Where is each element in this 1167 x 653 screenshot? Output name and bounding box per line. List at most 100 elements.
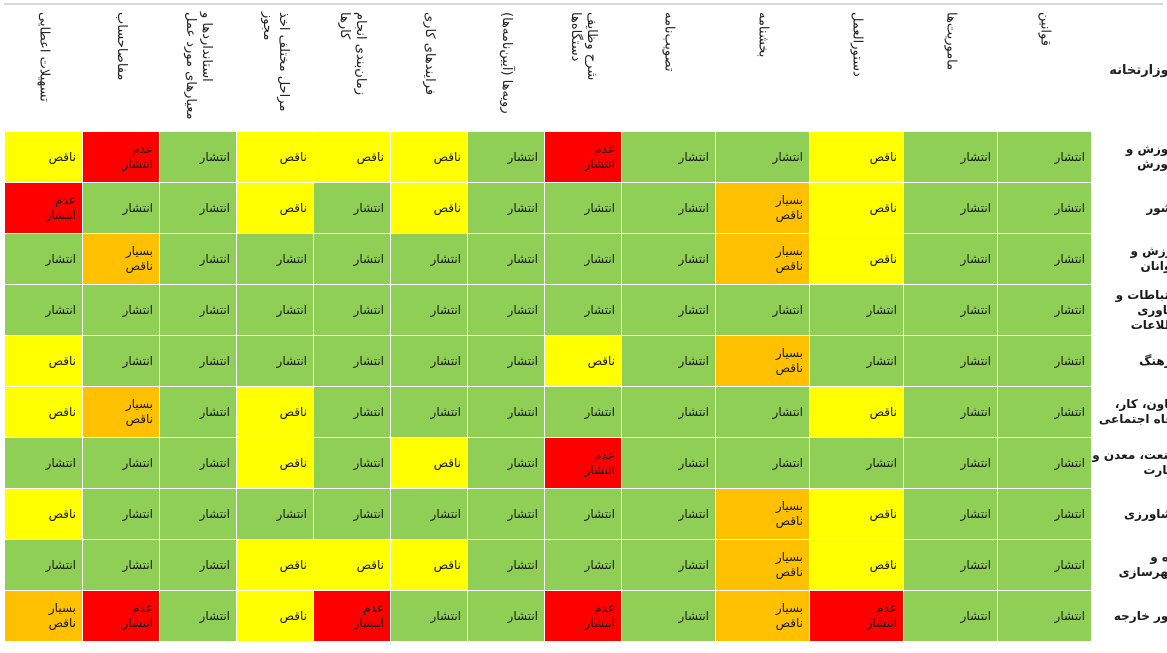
status-label: انتشار — [678, 455, 709, 470]
column-header: رویه‌ها (آیین‌نامه‌ها) — [467, 8, 545, 132]
status-label: ناقص — [279, 149, 307, 164]
status-label: بسیار ناقص — [775, 601, 803, 630]
status-cell: انتشار — [82, 488, 160, 540]
status-cell: انتشار — [159, 182, 237, 234]
status-cell: ناقص — [809, 182, 904, 234]
status-label: انتشار — [960, 302, 991, 317]
status-label: انتشار — [353, 200, 384, 215]
status-label: انتشار — [1054, 455, 1085, 470]
status-cell: انتشار — [82, 182, 160, 234]
status-label: انتشار — [45, 302, 76, 317]
status-label: انتشار — [276, 251, 307, 266]
status-cell: ناقص — [236, 590, 314, 642]
status-label: انتشار — [199, 149, 230, 164]
status-cell: انتشار — [903, 488, 998, 540]
status-cell: انتشار — [313, 284, 391, 336]
status-cell: انتشار — [997, 386, 1092, 438]
status-cell: انتشار — [467, 284, 545, 336]
status-label: بسیار ناقص — [125, 397, 153, 426]
status-cell: انتشار — [390, 284, 468, 336]
status-label: انتشار — [199, 608, 230, 623]
status-cell: انتشار — [903, 590, 998, 642]
status-label: انتشار — [507, 506, 538, 521]
column-header-label: زمان‌بندی انجام کارها — [337, 12, 368, 96]
status-cell: عدم انتشار — [809, 590, 904, 642]
status-cell: انتشار — [159, 590, 237, 642]
status-cell: انتشار — [236, 488, 314, 540]
status-label: انتشار — [960, 455, 991, 470]
status-label: ناقص — [869, 506, 897, 521]
column-header-label: فرایندهای کاری — [422, 12, 437, 96]
column-header-label: استانداردها و معیارهای مورد عمل — [183, 12, 214, 120]
status-cell: انتشار — [467, 182, 545, 234]
publication-status-table: وزارتخانه قوانین ماموریت‌ها دستورالعمل بخشن… — [4, 8, 1167, 642]
status-cell: انتشار — [159, 131, 237, 183]
status-label: انتشار — [353, 404, 384, 419]
status-cell: ناقص — [236, 539, 314, 591]
status-cell: ناقص — [236, 437, 314, 489]
status-label: انتشار — [507, 455, 538, 470]
status-cell: انتشار — [903, 131, 998, 183]
status-label: انتشار — [678, 302, 709, 317]
status-cell: انتشار — [997, 488, 1092, 540]
status-cell: انتشار — [467, 539, 545, 591]
status-label: انتشار — [45, 455, 76, 470]
column-header-label: ماموریت‌ها — [943, 12, 959, 71]
status-cell: انتشار — [544, 182, 622, 234]
status-label: انتشار — [199, 251, 230, 266]
status-label: انتشار — [678, 149, 709, 164]
status-cell: انتشار — [544, 386, 622, 438]
ministry-name: تعاون، کار، رفاه اجتماعی — [1091, 386, 1167, 438]
column-header: زمان‌بندی انجام کارها — [313, 8, 391, 132]
ministry-name: امور خارجه — [1091, 590, 1167, 642]
status-cell: انتشار — [467, 233, 545, 285]
status-cell: انتشار — [159, 539, 237, 591]
table-row: آموزش و پرورش انتشار انتشار ناقص انتشار انتشا… — [4, 131, 1167, 183]
status-label: انتشار — [276, 353, 307, 368]
column-header-label: دستورالعمل — [849, 12, 865, 77]
ministry-name: صنعت، معدن و تجارت — [1091, 437, 1167, 489]
status-cell: انتشار — [903, 437, 998, 489]
status-label: ناقص — [587, 353, 615, 368]
status-cell: انتشار — [809, 335, 904, 387]
status-label: بسیار ناقص — [775, 244, 803, 273]
status-cell: انتشار — [82, 539, 160, 591]
column-header-label: مراحل مختلف اخذ مجوز — [260, 12, 291, 112]
status-label: انتشار — [584, 506, 615, 521]
status-cell: انتشار — [236, 233, 314, 285]
status-label: انتشار — [1054, 251, 1085, 266]
status-label: انتشار — [430, 353, 461, 368]
status-label: عدم انتشار — [122, 601, 153, 630]
status-cell: انتشار — [467, 335, 545, 387]
status-cell: انتشار — [621, 386, 716, 438]
status-label: انتشار — [199, 506, 230, 521]
status-label: انتشار — [960, 404, 991, 419]
status-cell: انتشار — [467, 131, 545, 183]
status-table-container: وزارتخانه قوانین ماموریت‌ها دستورالعمل بخشن… — [4, 8, 1167, 653]
status-cell: انتشار — [544, 488, 622, 540]
status-cell: انتشار — [809, 437, 904, 489]
table-row: تعاون، کار، رفاه اجتماعی انتشار انتشار ناقص… — [4, 386, 1167, 438]
column-header: استانداردها و معیارهای مورد عمل — [159, 8, 237, 132]
status-label: ناقص — [48, 506, 76, 521]
table-row: صنعت، معدن و تجارت انتشار انتشار انتشار انتش… — [4, 437, 1167, 489]
status-label: انتشار — [678, 608, 709, 623]
status-label: انتشار — [960, 200, 991, 215]
column-header-label: شرح وظایف دستگاه‌ها — [568, 12, 599, 81]
status-label: انتشار — [584, 557, 615, 572]
status-cell: انتشار — [390, 335, 468, 387]
status-label: انتشار — [430, 608, 461, 623]
status-label: انتشار — [45, 251, 76, 266]
status-label: ناقص — [356, 557, 384, 572]
status-label: بسیار ناقص — [775, 499, 803, 528]
status-label: بسیار ناقص — [775, 193, 803, 222]
status-cell: عدم انتشار — [544, 131, 622, 183]
status-label: انتشار — [584, 251, 615, 266]
status-label: ناقص — [433, 557, 461, 572]
status-cell: انتشار — [903, 182, 998, 234]
status-cell: انتشار — [159, 335, 237, 387]
status-cell: ناقص — [313, 539, 391, 591]
column-header: مفاصاحساب — [82, 8, 160, 132]
status-label: بسیار ناقص — [775, 550, 803, 579]
status-cell: انتشار — [621, 233, 716, 285]
